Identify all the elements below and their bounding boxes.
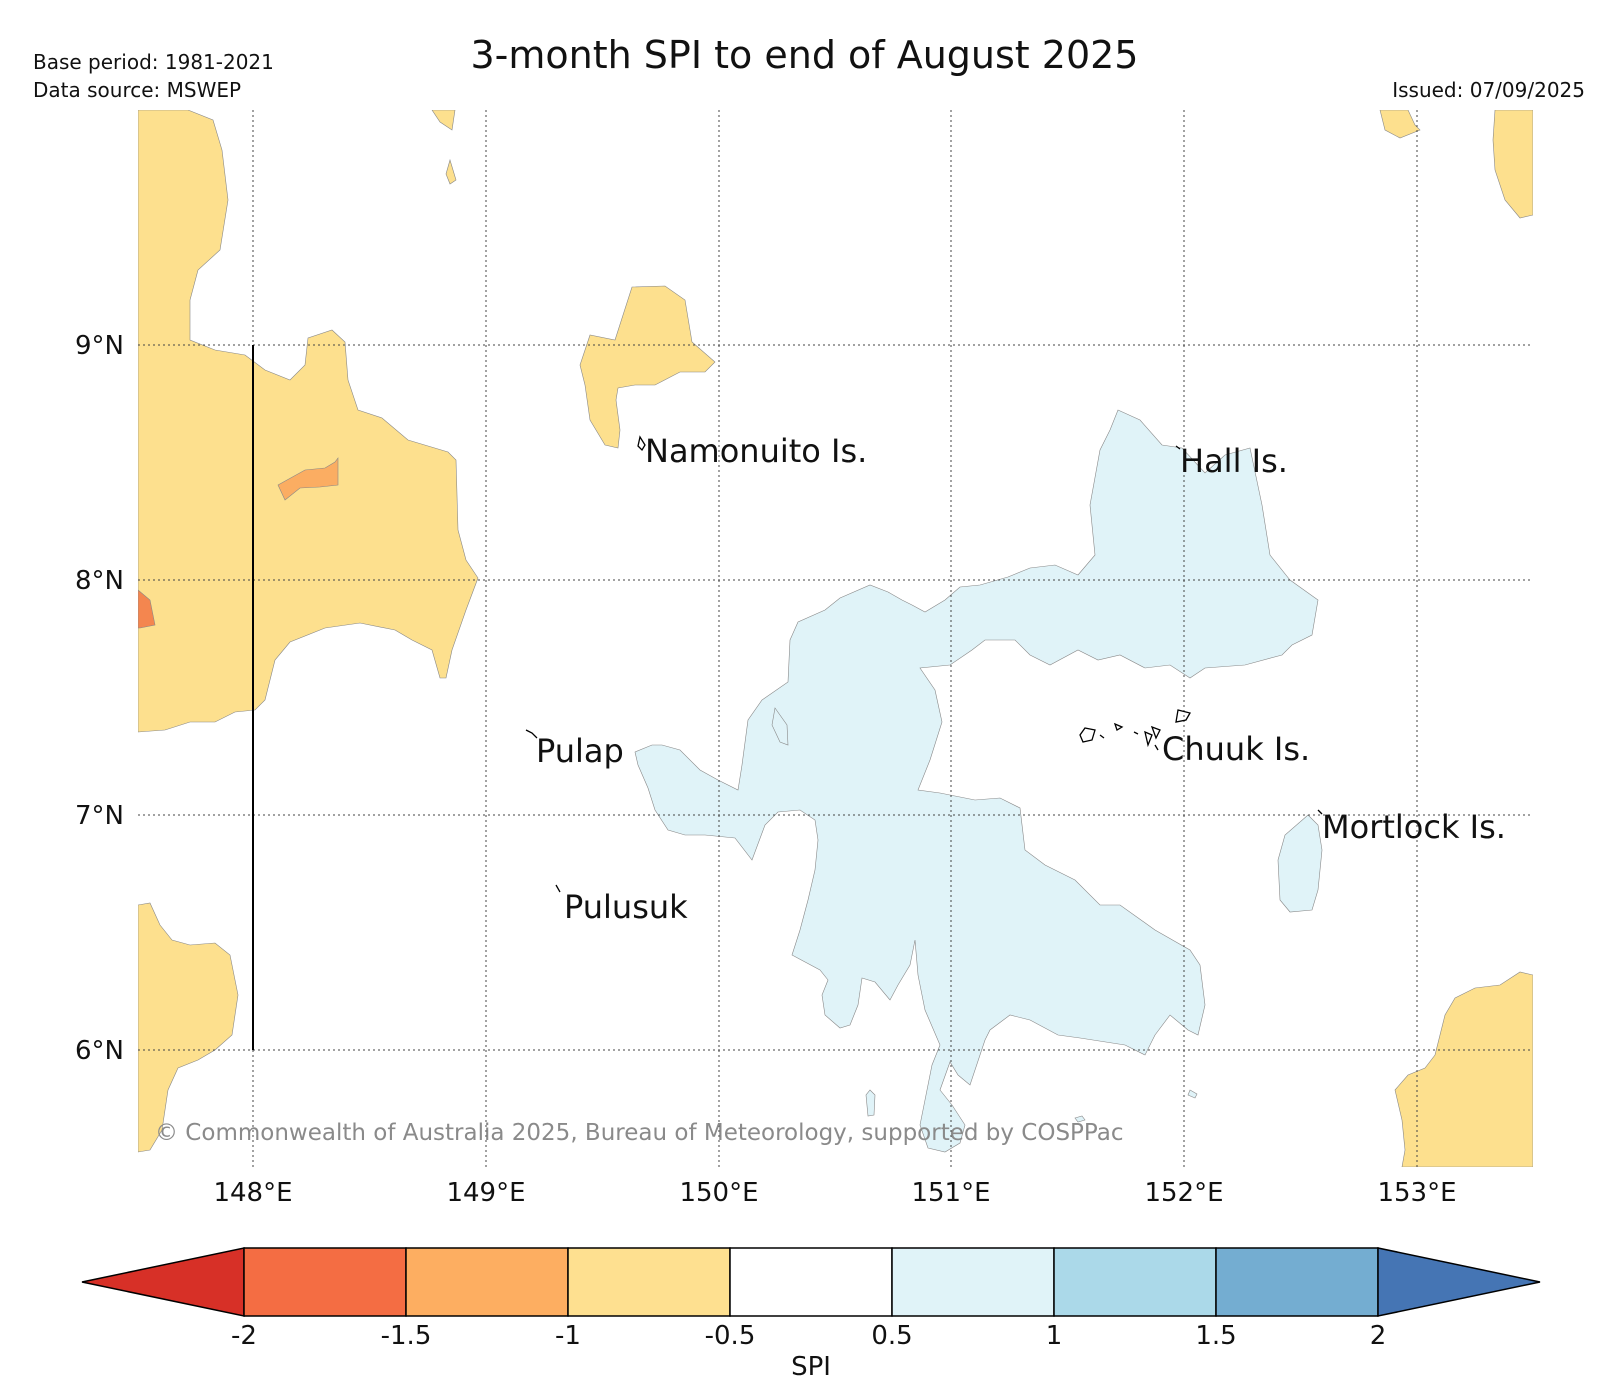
lon-label: 150°E	[679, 1178, 758, 1208]
colorbar-segment	[729, 1247, 893, 1317]
lon-label: 153°E	[1377, 1178, 1456, 1208]
map-title: 3-month SPI to end of August 2025	[470, 33, 1139, 77]
colorbar-segment	[1215, 1247, 1379, 1317]
dry-region-northeast	[1379, 110, 1421, 139]
label-hall: Hall Is.	[1180, 442, 1288, 480]
colorbar-extend-high	[1377, 1247, 1541, 1317]
lat-label: 8°N	[75, 566, 124, 596]
colorbar-tick: 1	[1046, 1321, 1063, 1351]
island-outlines	[525, 435, 1323, 893]
dry-region-west	[138, 110, 479, 733]
dry-region-northeast-2	[1492, 110, 1533, 219]
graticule	[138, 110, 1533, 1167]
label-namonuito: Namonuito Is.	[645, 432, 867, 470]
dry-fleck	[445, 158, 457, 185]
lat-label: 7°N	[75, 801, 124, 831]
wet-fleck	[1074, 1115, 1086, 1123]
colorbar-extend-low	[81, 1247, 245, 1317]
lon-label: 148°E	[213, 1178, 292, 1208]
label-chuuk: Chuuk Is.	[1162, 730, 1310, 768]
colorbar-segment	[891, 1247, 1055, 1317]
lat-label: 9°N	[75, 331, 124, 361]
moderately-dry-patch	[277, 457, 339, 501]
dry-patch-edge	[138, 589, 156, 629]
colorbar-segment	[567, 1247, 731, 1317]
copyright-notice: © Commonwealth of Australia 2025, Bureau…	[155, 1120, 1124, 1146]
colorbar-tick: -0.5	[705, 1321, 756, 1351]
lat-label: 6°N	[75, 1036, 124, 1066]
label-pulusuk: Pulusuk	[564, 888, 688, 926]
dry-fleck	[431, 110, 456, 131]
colorbar-tick: 1.5	[1195, 1321, 1236, 1351]
data-source-note: Data source: MSWEP	[33, 78, 242, 102]
dry-region-north	[579, 285, 716, 449]
colorbar-tick: -1.5	[381, 1321, 432, 1351]
wet-region-mortlock	[1277, 814, 1323, 913]
colorbar-segment	[243, 1247, 407, 1317]
wet-fleck	[1187, 1089, 1198, 1099]
colorbar-tick: 0.5	[871, 1321, 912, 1351]
lon-label: 149°E	[446, 1178, 525, 1208]
dry-region-southeast	[1394, 971, 1533, 1167]
lon-label: 152°E	[1144, 1178, 1223, 1208]
colorbar-tick: -1	[555, 1321, 581, 1351]
issued-date: Issued: 07/09/2025	[1392, 78, 1585, 102]
colorbar-segment	[1053, 1247, 1217, 1317]
spi-shading	[138, 110, 1533, 1167]
wet-region-chuuk	[634, 409, 1319, 1153]
spi-colorbar: -2 -1.5 -1 -0.5 0.5 1 1.5 2 SPI	[81, 1247, 1541, 1380]
label-pulap: Pulap	[536, 732, 624, 770]
dry-region-southwest	[138, 902, 239, 1153]
lon-label: 151°E	[911, 1178, 990, 1208]
colorbar-tick: 2	[1370, 1321, 1387, 1351]
label-mortlock: Mortlock Is.	[1322, 808, 1506, 846]
wet-fleck	[865, 1089, 876, 1117]
colorbar-title: SPI	[791, 1352, 831, 1380]
colorbar-tick: -2	[231, 1321, 257, 1351]
colorbar-segment	[405, 1247, 569, 1317]
base-period-note: Base period: 1981-2021	[33, 50, 274, 74]
